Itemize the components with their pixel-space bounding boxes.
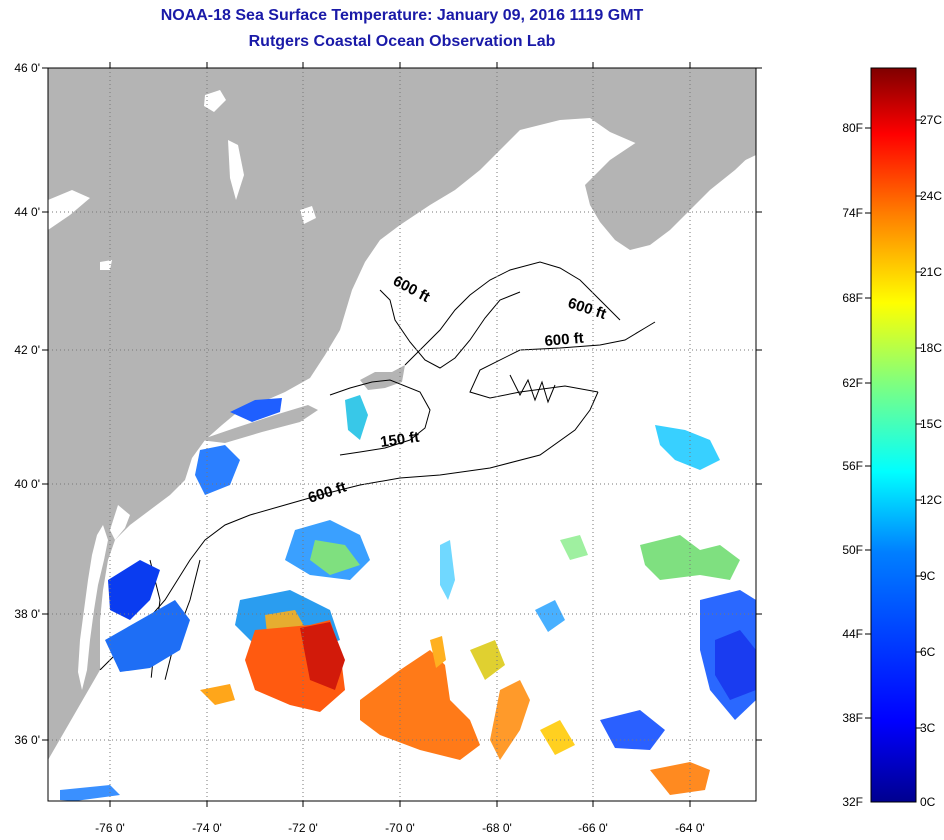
- contour-label: 600 ft: [544, 330, 585, 350]
- colorbar-label-c: 21C: [920, 265, 942, 279]
- colorbar-label-f: 32F: [842, 795, 863, 809]
- colorbar-celsius-labels: 27C 24C 21C 18C 15C 12C 9C 6C 3C 0C: [920, 113, 942, 809]
- lake: [300, 206, 316, 224]
- map-title: NOAA-18 Sea Surface Temperature: January…: [160, 7, 644, 24]
- colorbar-label-c: 9C: [920, 569, 936, 583]
- map-subtitle: Rutgers Coastal Ocean Observation Lab: [248, 33, 556, 50]
- lon-label: -70 0': [385, 821, 415, 835]
- lat-label: 46 0': [14, 61, 40, 75]
- land-long-island: [200, 405, 318, 443]
- colorbar-label-f: 44F: [842, 627, 863, 641]
- lat-label: 40 0': [14, 477, 40, 491]
- contour-label: 150 ft: [379, 429, 420, 451]
- colorbar-ticks: [865, 119, 922, 729]
- lon-label: -74 0': [192, 821, 222, 835]
- lake: [48, 190, 90, 230]
- colorbar-label-c: 18C: [920, 341, 942, 355]
- chesapeake-bay: [78, 525, 108, 690]
- lon-label: -76 0': [95, 821, 125, 835]
- swath-gap: [48, 670, 756, 801]
- colorbar-label-c: 12C: [920, 493, 942, 507]
- lat-label: 36 0': [14, 733, 40, 747]
- lake: [100, 260, 112, 270]
- delaware-bay: [110, 505, 130, 540]
- colorbar: [870, 67, 917, 803]
- lat-label: 42 0': [14, 343, 40, 357]
- colorbar-label-f: 68F: [842, 291, 863, 305]
- longitude-labels: -76 0' -74 0' -72 0' -70 0' -68 0' -66 0…: [95, 821, 705, 835]
- colorbar-fahrenheit-labels: 80F 74F 68F 62F 56F 50F 44F 38F 32F: [842, 121, 863, 809]
- colorbar-label-f: 80F: [842, 121, 863, 135]
- colorbar-label-c: 3C: [920, 721, 936, 735]
- colorbar-label-c: 6C: [920, 645, 936, 659]
- lon-label: -72 0': [288, 821, 318, 835]
- colorbar-label-c: 0C: [920, 795, 936, 809]
- latitude-labels: 46 0' 44 0' 42 0' 40 0' 38 0' 36 0': [14, 61, 40, 747]
- lon-label: -68 0': [482, 821, 512, 835]
- colorbar-label-f: 50F: [842, 543, 863, 557]
- colorbar-label-f: 62F: [842, 376, 863, 390]
- map-frame: [47, 67, 757, 802]
- lon-label: -64 0': [675, 821, 705, 835]
- colorbar-label-f: 74F: [842, 206, 863, 220]
- frame-ticks: [42, 62, 762, 807]
- land-mainland: [48, 68, 756, 801]
- lake: [228, 140, 244, 200]
- land-nova-scotia: [585, 98, 756, 250]
- colorbar-label-f: 56F: [842, 459, 863, 473]
- colorbar-label-c: 24C: [920, 189, 942, 203]
- lake: [204, 90, 226, 112]
- lat-label: 44 0': [14, 205, 40, 219]
- lat-label: 38 0': [14, 607, 40, 621]
- land-cape-cod: [360, 365, 405, 390]
- lon-label: -66 0': [578, 821, 608, 835]
- colorbar-label-c: 27C: [920, 113, 942, 127]
- colorbar-label-c: 15C: [920, 417, 942, 431]
- colorbar-label-f: 38F: [842, 711, 863, 725]
